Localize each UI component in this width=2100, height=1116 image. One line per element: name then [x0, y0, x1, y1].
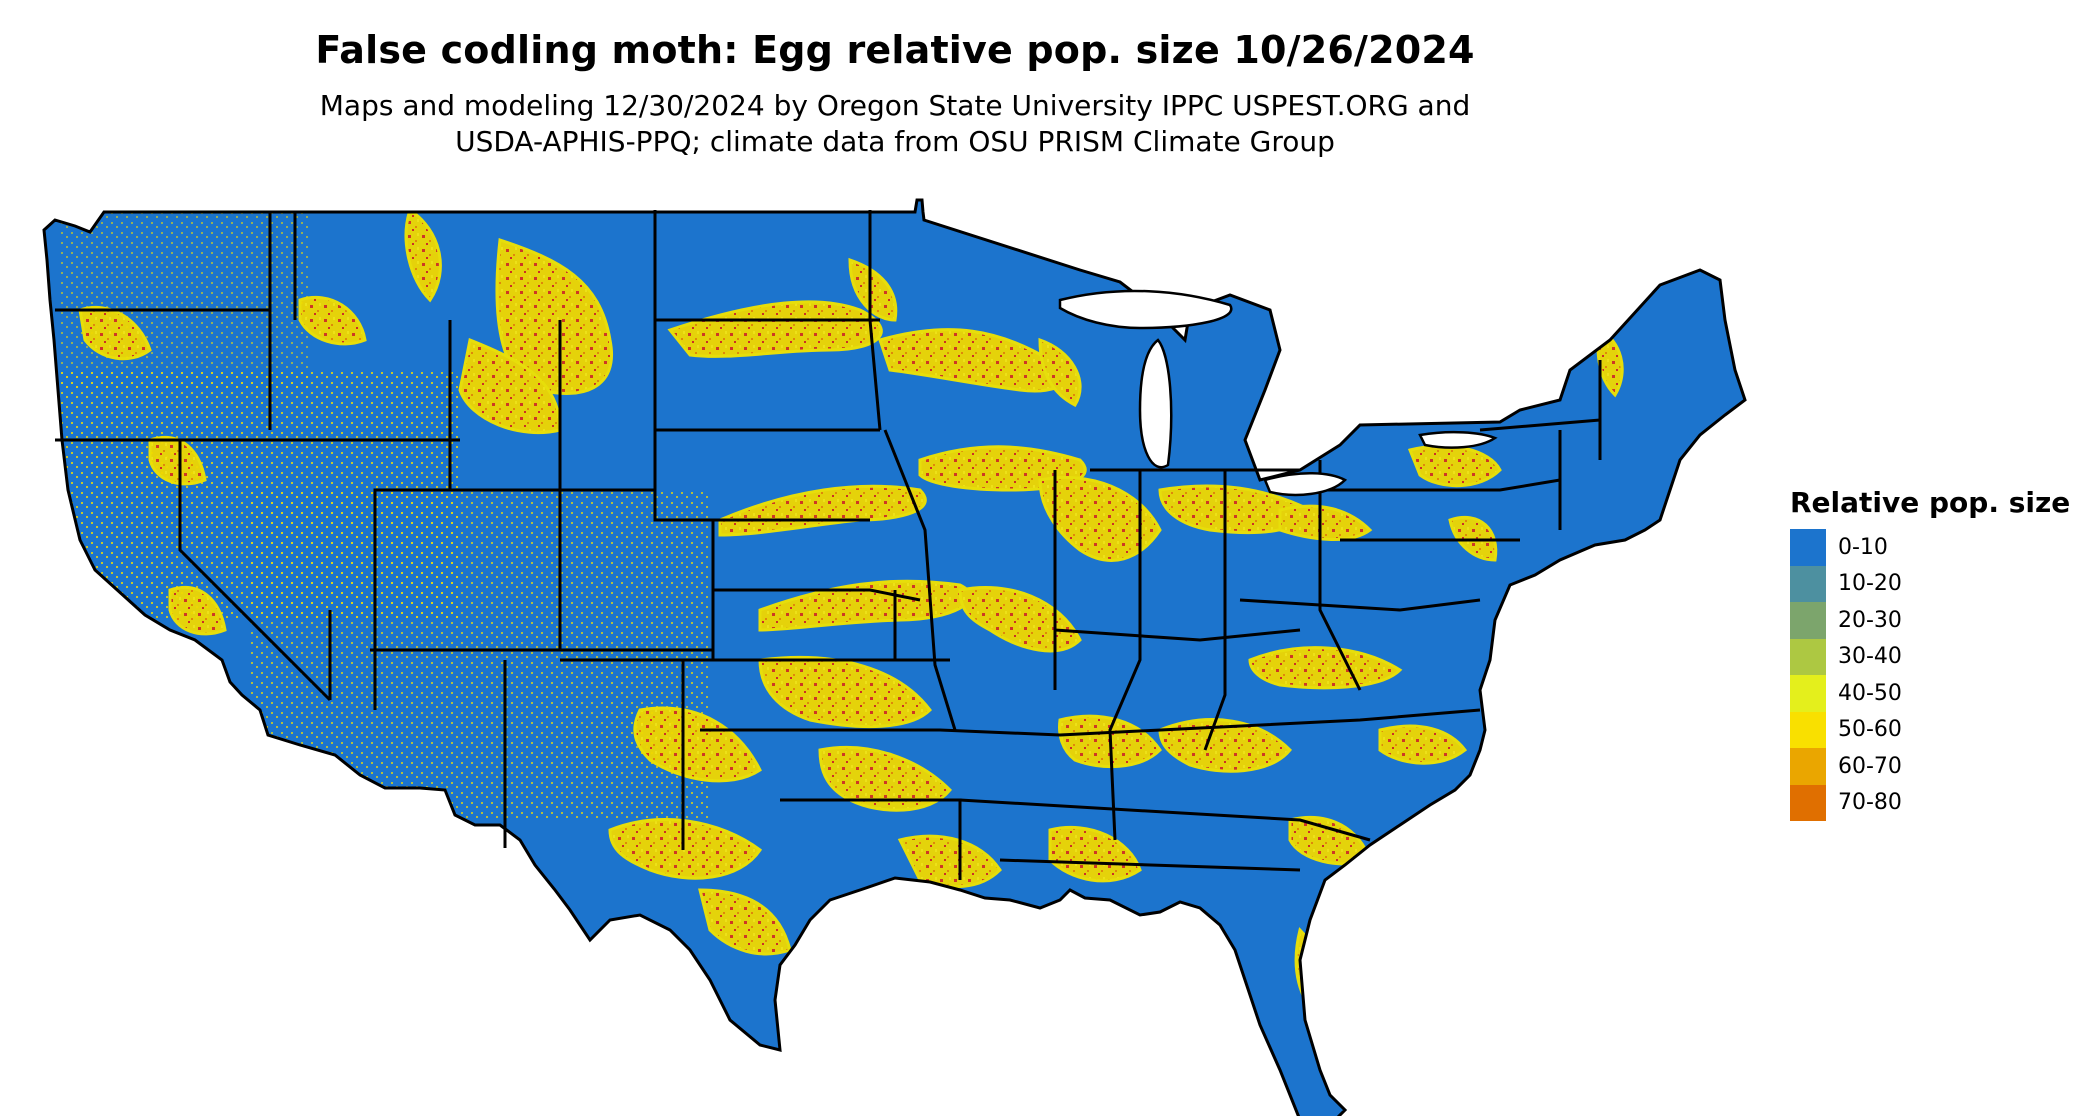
legend-label: 20-30: [1838, 607, 1902, 633]
legend-item: 60-70: [1790, 748, 2090, 785]
us-map: [0, 190, 1780, 1116]
legend-swatch: [1790, 565, 1826, 602]
legend-label: 10-20: [1838, 571, 1902, 597]
legend-label: 40-50: [1838, 680, 1902, 706]
legend-label: 50-60: [1838, 717, 1902, 743]
legend-item: 30-40: [1790, 638, 2090, 675]
legend-swatch: [1790, 638, 1826, 675]
legend-item: 70-80: [1790, 784, 2090, 821]
legend-swatch: [1790, 784, 1826, 821]
map-legend: Relative pop. size 0-10 10-20 20-30 30-4…: [1790, 486, 2090, 821]
legend-item: 20-30: [1790, 602, 2090, 639]
legend-label: 30-40: [1838, 644, 1902, 670]
legend-swatch: [1790, 529, 1826, 566]
legend-swatch: [1790, 602, 1826, 639]
us-map-svg: [42, 198, 1747, 1116]
legend-swatch: [1790, 748, 1826, 785]
map-subtitle-line-2: USDA-APHIS-PPQ; climate data from OSU PR…: [455, 125, 1335, 158]
map-title: False codling moth: Egg relative pop. si…: [315, 28, 1475, 72]
legend-label: 70-80: [1838, 790, 1902, 816]
legend-swatch: [1790, 711, 1826, 748]
legend-swatch: [1790, 675, 1826, 712]
legend-item: 50-60: [1790, 711, 2090, 748]
legend-item: 0-10: [1790, 529, 2090, 566]
legend-label: 60-70: [1838, 753, 1902, 779]
state-borders: [42, 198, 1747, 1116]
legend-label: 0-10: [1838, 534, 1888, 560]
legend-item: 40-50: [1790, 675, 2090, 712]
legend-item: 10-20: [1790, 565, 2090, 602]
legend-title: Relative pop. size: [1790, 486, 2071, 519]
map-subtitle-line-1: Maps and modeling 12/30/2024 by Oregon S…: [319, 89, 1471, 122]
great-lakes: [1058, 289, 1498, 497]
